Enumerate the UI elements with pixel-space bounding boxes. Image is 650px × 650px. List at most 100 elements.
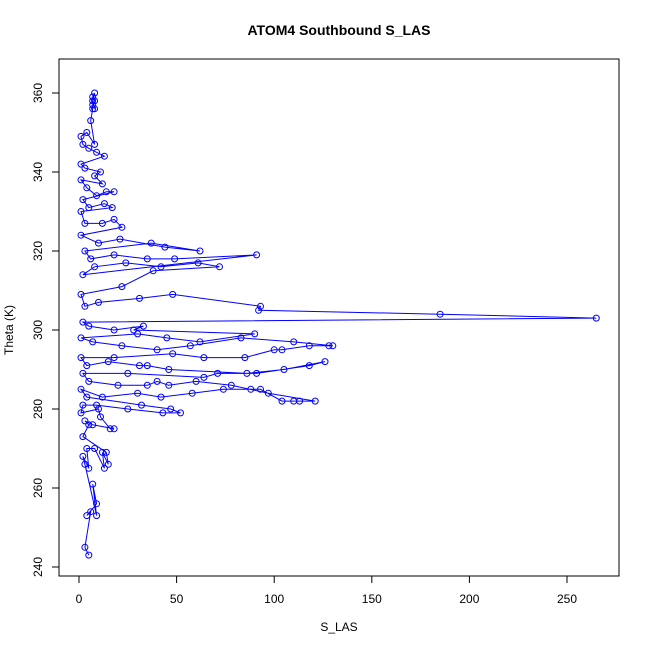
data-point (321, 358, 329, 366)
data-point (79, 369, 87, 377)
data-point (186, 342, 194, 350)
data-point (102, 188, 110, 196)
data-point (77, 409, 85, 417)
data-point (104, 460, 112, 468)
data-point (118, 283, 126, 291)
data-point (95, 239, 102, 247)
data-point (83, 445, 91, 452)
data-point (77, 231, 85, 239)
data-point (143, 381, 151, 389)
data-point (247, 385, 255, 393)
data-point (89, 93, 97, 101)
data-point (77, 354, 85, 362)
data-point (81, 164, 89, 172)
data-point (305, 362, 313, 370)
data-point (77, 290, 85, 298)
data-point (241, 354, 249, 362)
data-point (329, 342, 337, 350)
data-point (85, 377, 93, 385)
data-point (87, 117, 95, 125)
data-point (110, 354, 118, 362)
data-point (157, 263, 165, 271)
data-point (143, 255, 151, 263)
data-point (153, 377, 161, 385)
data-point (169, 350, 177, 358)
data-point (89, 480, 97, 488)
series-layer (77, 89, 600, 559)
data-point (110, 215, 118, 223)
data-point (102, 448, 110, 456)
data-point (97, 413, 104, 421)
data-point (89, 338, 97, 346)
data-point (85, 204, 93, 212)
data-point (79, 196, 87, 204)
data-point (83, 512, 91, 520)
data-point (87, 255, 95, 263)
data-point (251, 330, 259, 338)
y-tick-label: 280 (31, 399, 45, 419)
data-point (290, 338, 298, 346)
data-point (89, 101, 97, 109)
x-tick-label: 100 (264, 592, 284, 606)
data-point (97, 168, 104, 176)
data-point (98, 393, 106, 401)
x-tick-label: 200 (459, 592, 479, 606)
data-point (93, 401, 101, 409)
data-point (163, 334, 171, 342)
data-point (85, 464, 93, 472)
data-point (95, 298, 102, 306)
data-point (196, 247, 204, 255)
data-point (79, 271, 87, 279)
data-point (157, 393, 165, 401)
data-point (85, 144, 93, 152)
data-point (255, 306, 263, 314)
data-point (83, 362, 91, 370)
data-point (200, 373, 208, 381)
data-point (118, 342, 126, 350)
data-point (108, 204, 116, 212)
data-point (110, 326, 118, 334)
y-axis: 240 260 280 300 320 340 360 (31, 83, 60, 577)
data-point (100, 152, 108, 160)
data-point (81, 219, 89, 227)
data-point (161, 243, 169, 251)
data-point (253, 369, 261, 377)
data-point (136, 362, 143, 370)
y-tick-label: 240 (31, 557, 45, 577)
data-point (81, 247, 89, 255)
data-point (436, 310, 444, 318)
data-point (264, 389, 272, 397)
data-point (89, 105, 97, 113)
data-point (110, 188, 118, 196)
data-point (280, 366, 288, 373)
data-point (83, 393, 91, 401)
data-point (227, 381, 235, 389)
data-point (192, 377, 200, 385)
y-tick-label: 300 (31, 320, 45, 340)
data-point (79, 452, 87, 460)
data-point (110, 251, 118, 259)
data-point (77, 334, 85, 342)
x-tick-label: 50 (170, 592, 184, 606)
data-point (89, 97, 97, 105)
data-point (106, 425, 114, 433)
data-point (243, 369, 251, 377)
data-point (77, 385, 85, 393)
data-point (85, 551, 93, 559)
data-point (177, 409, 184, 417)
data-point (257, 385, 264, 393)
data-point (79, 140, 87, 148)
data-point (93, 192, 101, 200)
data-point (214, 369, 222, 377)
x-tick-label: 150 (362, 592, 382, 606)
data-point (257, 302, 264, 310)
y-tick-label: 260 (31, 478, 45, 498)
data-point (143, 362, 151, 370)
data-point (104, 358, 112, 366)
data-point (219, 385, 227, 393)
plot-frame (58, 58, 620, 577)
data-point (305, 342, 313, 350)
data-point (87, 508, 95, 516)
